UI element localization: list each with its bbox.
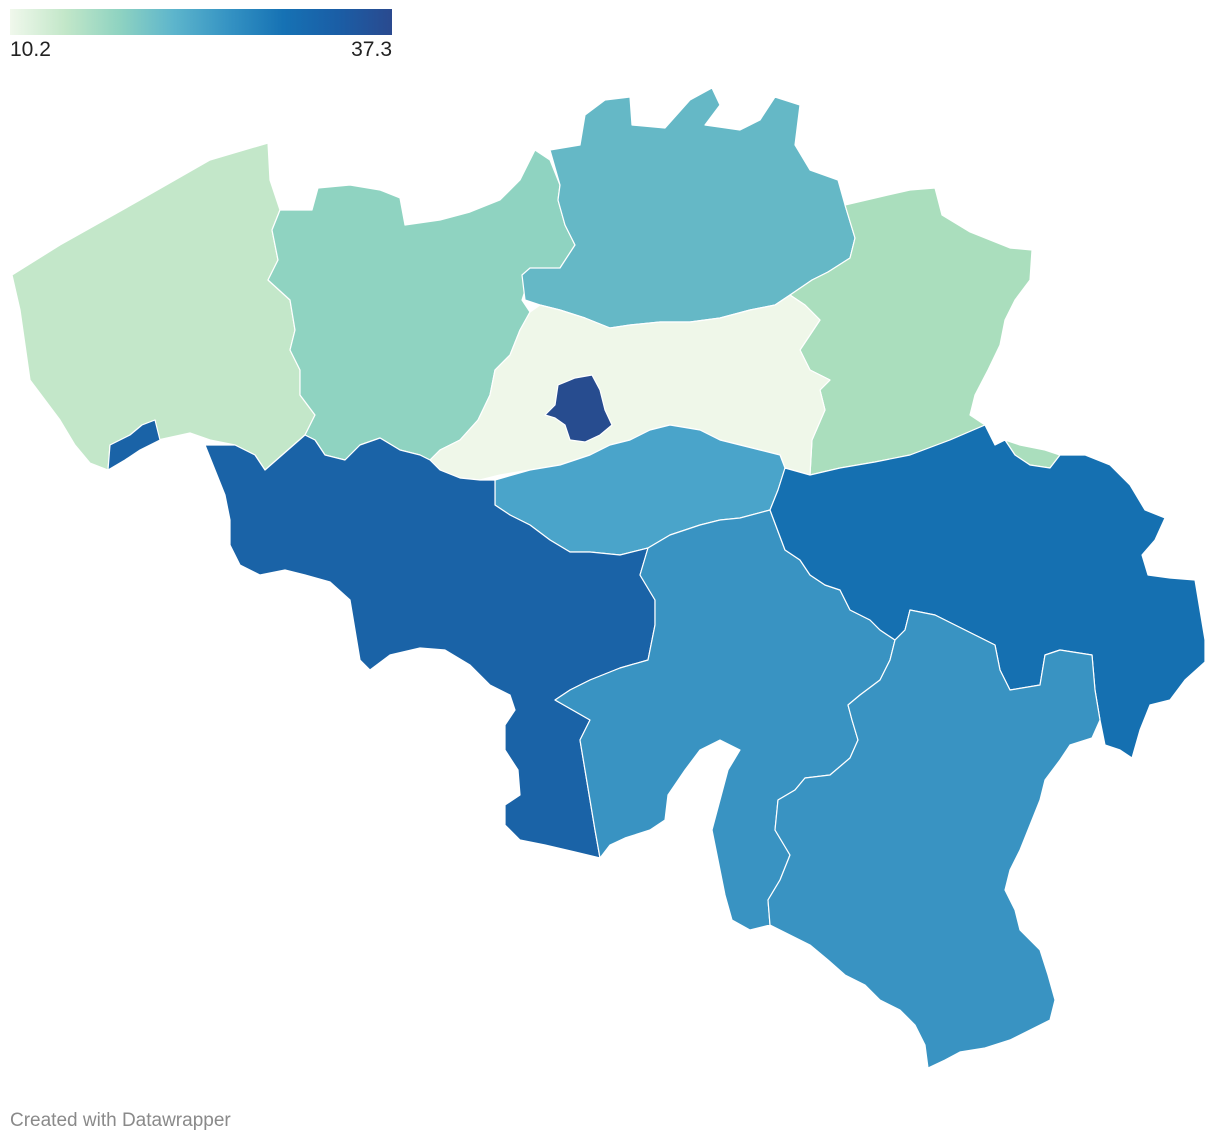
region-comines-warneton[interactable] bbox=[107, 419, 161, 471]
legend-labels: 10.2 37.3 bbox=[10, 35, 392, 61]
region-west-flanders[interactable] bbox=[11, 142, 316, 471]
legend-max-label: 37.3 bbox=[351, 38, 392, 61]
region-brussels[interactable] bbox=[544, 374, 613, 443]
datawrapper-credit: Created with Datawrapper bbox=[10, 1110, 231, 1131]
region-luxembourg[interactable] bbox=[767, 609, 1101, 1069]
legend-gradient-bar bbox=[10, 9, 392, 35]
region-liege[interactable] bbox=[769, 424, 1206, 759]
color-legend: 10.2 37.3 bbox=[10, 9, 392, 61]
legend-min-label: 10.2 bbox=[10, 38, 51, 61]
